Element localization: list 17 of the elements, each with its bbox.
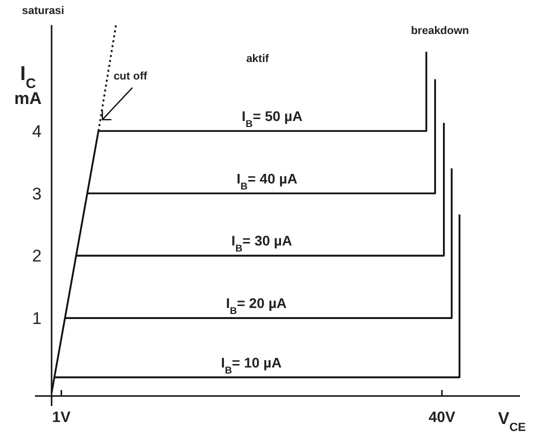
series-label: I$_{B}$= 40 µA <box>236 170 298 192</box>
x-tick-label: 40V <box>428 409 456 426</box>
y-tick-label: 3 <box>32 184 42 204</box>
y-tick-label: 2 <box>32 246 42 266</box>
annotation: cut off <box>114 70 148 83</box>
text: saturasi <box>22 5 64 17</box>
series-label: I$_{B}$= 30 µA <box>231 232 292 254</box>
y-tick-label: 4 <box>32 122 42 141</box>
annotation: aktif <box>246 53 270 65</box>
annotation: breakdown <box>410 25 470 37</box>
x-axis-title: V$_{CE}$ <box>498 409 526 434</box>
series-label: I$_{B}$= 20 µA <box>226 295 287 317</box>
y-axis-title: I$_{C}$ mA <box>14 63 42 108</box>
series-label: I$_{B}$= 50 µA <box>242 108 302 130</box>
y-tick-label: 1 <box>32 309 42 328</box>
series-label: I$_{B}$= 10 µA <box>220 354 282 376</box>
x-tick-label: 1V <box>52 409 71 426</box>
